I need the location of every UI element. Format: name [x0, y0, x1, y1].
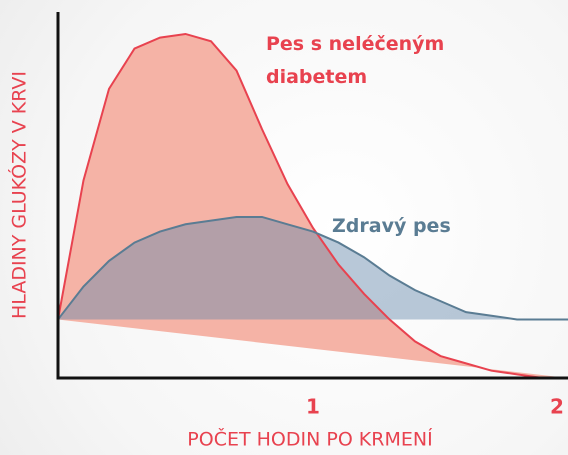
line [57, 32, 568, 379]
x-tick-label: 1 [306, 395, 320, 419]
area-fill [58, 33, 568, 379]
y-axis-label: HLADINY GLUKÓZY V KRVI [7, 71, 31, 319]
x-tick-label: 2 [550, 395, 564, 419]
area-fill [58, 216, 568, 320]
line [57, 215, 568, 321]
annotation: Pes s neléčeným diabetem [266, 33, 445, 88]
annotation: Zdravý pes [332, 215, 451, 237]
x-axis-label: POČET HODIN PO KRMENÍ [187, 427, 433, 451]
